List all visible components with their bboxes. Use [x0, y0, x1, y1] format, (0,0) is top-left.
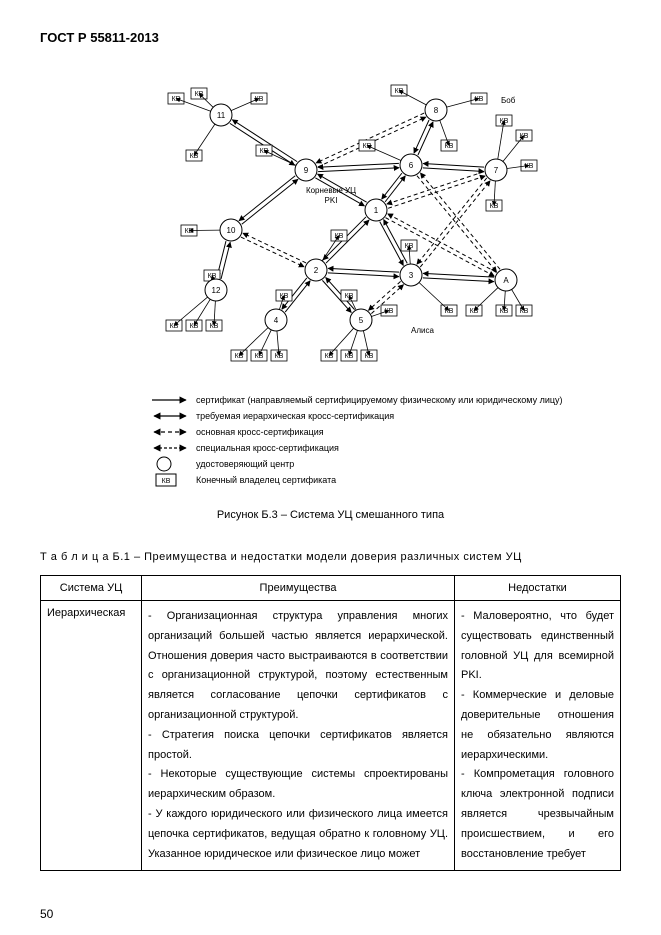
svg-text:3: 3 — [408, 271, 413, 280]
legend-row: сертификат (направляемый сертифицируемом… — [150, 393, 621, 407]
legend-row: КВ Конечный владелец сертификата — [150, 473, 621, 487]
legend-text: специальная кросс-сертификация — [196, 443, 339, 453]
svg-text:7: 7 — [493, 166, 498, 175]
legend-text: требуемая иерархическая кросс-сертификац… — [196, 411, 394, 421]
legend-symbol — [150, 393, 190, 407]
svg-text:6: 6 — [408, 161, 413, 170]
svg-text:КВ: КВ — [189, 153, 198, 160]
svg-text:КВ: КВ — [362, 143, 371, 150]
svg-text:Алиса: Алиса — [411, 326, 434, 335]
svg-text:8: 8 — [433, 106, 438, 115]
doc-header: ГОСТ Р 55811-2013 — [40, 30, 621, 45]
legend-symbol: КВ — [150, 473, 190, 487]
legend-text: сертификат (направляемый сертифицируемом… — [196, 395, 563, 405]
ca-network-diagram: КВКВКВКВКВКВКВКВКВКВКВКВКВКВКВКВКВКВКВКВ… — [101, 55, 561, 385]
svg-text:КВ: КВ — [444, 143, 453, 150]
svg-text:КВ: КВ — [254, 353, 263, 360]
svg-text:Корневые УЦ: Корневые УЦ — [305, 186, 355, 195]
legend-row: специальная кросс-сертификация — [150, 441, 621, 455]
legend-text: основная кросс-сертификация — [196, 427, 324, 437]
cell-advantages: - Организационная структура управления м… — [142, 601, 455, 871]
svg-text:КВ: КВ — [364, 353, 373, 360]
svg-text:КВ: КВ — [519, 308, 528, 315]
svg-text:КВ: КВ — [334, 233, 343, 240]
svg-text:12: 12 — [211, 286, 220, 295]
svg-text:КВ: КВ — [324, 353, 333, 360]
legend-symbol — [150, 441, 190, 455]
svg-text:КВ: КВ — [162, 478, 171, 485]
table-row: Иерархическая - Организационная структур… — [41, 601, 621, 871]
svg-text:КВ: КВ — [184, 228, 193, 235]
svg-text:Боб: Боб — [501, 96, 516, 105]
legend-symbol — [150, 425, 190, 439]
legend-row: основная кросс-сертификация — [150, 425, 621, 439]
advantages-table: Система УЦ Преимущества Недостатки Иерар… — [40, 575, 621, 871]
legend-symbol — [150, 457, 190, 471]
cell-disadvantages: - Маловероятно, что будет существовать е… — [455, 601, 621, 871]
th-adv: Преимущества — [142, 576, 455, 601]
svg-text:КВ: КВ — [524, 163, 533, 170]
svg-text:PKI: PKI — [324, 196, 337, 205]
svg-text:4: 4 — [273, 316, 278, 325]
legend-symbol — [150, 409, 190, 423]
legend-text: Конечный владелец сертификата — [196, 475, 336, 485]
svg-text:А: А — [503, 276, 509, 285]
th-dis: Недостатки — [455, 576, 621, 601]
legend-text: удостоверяющий центр — [196, 459, 294, 469]
diagram-container: КВКВКВКВКВКВКВКВКВКВКВКВКВКВКВКВКВКВКВКВ… — [40, 55, 621, 385]
svg-text:КВ: КВ — [169, 323, 178, 330]
page: ГОСТ Р 55811-2013 КВКВКВКВКВКВКВКВКВКВКВ… — [0, 0, 661, 935]
svg-text:КВ: КВ — [469, 308, 478, 315]
svg-text:9: 9 — [303, 166, 308, 175]
svg-text:КВ: КВ — [189, 323, 198, 330]
svg-text:11: 11 — [216, 111, 225, 120]
svg-text:КВ: КВ — [279, 293, 288, 300]
svg-text:1: 1 — [373, 206, 378, 215]
svg-text:2: 2 — [313, 266, 318, 275]
table-caption: Т а б л и ц а Б.1 – Преимущества и недос… — [40, 551, 621, 563]
svg-text:КВ: КВ — [394, 88, 403, 95]
svg-text:КВ: КВ — [259, 148, 268, 155]
legend-row: удостоверяющий центр — [150, 457, 621, 471]
th-system: Система УЦ — [41, 576, 142, 601]
svg-text:5: 5 — [358, 316, 363, 325]
svg-text:КВ: КВ — [444, 308, 453, 315]
svg-text:10: 10 — [226, 226, 235, 235]
legend-row: требуемая иерархическая кросс-сертификац… — [150, 409, 621, 423]
figure-caption: Рисунок Б.3 – Система УЦ смешанного типа — [40, 509, 621, 521]
cell-system: Иерархическая — [41, 601, 142, 871]
legend: сертификат (направляемый сертифицируемом… — [150, 393, 621, 487]
page-number: 50 — [40, 907, 53, 921]
svg-text:КВ: КВ — [234, 353, 243, 360]
